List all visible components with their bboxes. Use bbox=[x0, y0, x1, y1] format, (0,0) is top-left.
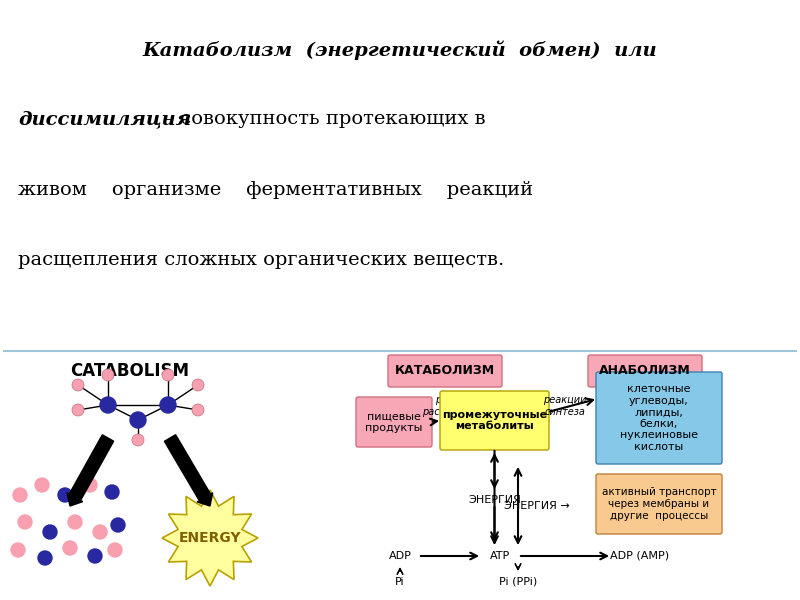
Text: живом    организме    ферментативных    реакций: живом организме ферментативных реакций bbox=[18, 181, 533, 199]
FancyArrow shape bbox=[164, 435, 213, 506]
Text: ЭНЕРГИЯ →: ЭНЕРГИЯ → bbox=[504, 501, 570, 511]
Circle shape bbox=[102, 369, 114, 381]
Circle shape bbox=[100, 397, 116, 413]
Circle shape bbox=[130, 412, 146, 428]
Text: расщепления сложных органических веществ.: расщепления сложных органических веществ… bbox=[18, 251, 504, 269]
Circle shape bbox=[68, 515, 82, 529]
Circle shape bbox=[93, 525, 107, 539]
Text: ADP (AMP): ADP (AMP) bbox=[610, 551, 670, 561]
Text: – совокупность протекающих в: – совокупность протекающих в bbox=[158, 110, 486, 128]
Text: Pi (PPi): Pi (PPi) bbox=[499, 577, 537, 587]
Text: Катаболизм  (энергетический  обмен)  или: Катаболизм (энергетический обмен) или bbox=[142, 40, 658, 59]
FancyBboxPatch shape bbox=[596, 474, 722, 534]
Polygon shape bbox=[162, 490, 258, 586]
FancyBboxPatch shape bbox=[356, 397, 432, 447]
Circle shape bbox=[38, 551, 52, 565]
Text: CATABOLISM: CATABOLISM bbox=[70, 362, 190, 380]
Circle shape bbox=[11, 543, 25, 557]
Circle shape bbox=[192, 379, 204, 391]
Text: ENERGY: ENERGY bbox=[178, 531, 242, 545]
Text: диссимиляция: диссимиляция bbox=[18, 110, 191, 128]
FancyArrow shape bbox=[67, 435, 114, 506]
Text: активный транспорт
через мембраны и
другие  процессы: активный транспорт через мембраны и друг… bbox=[602, 487, 716, 521]
Circle shape bbox=[192, 404, 204, 416]
Circle shape bbox=[72, 379, 84, 391]
Circle shape bbox=[58, 488, 72, 502]
Circle shape bbox=[111, 518, 125, 532]
Circle shape bbox=[43, 525, 57, 539]
Text: ЭНЕРГИЯ: ЭНЕРГИЯ bbox=[468, 495, 521, 505]
Text: АНАБОЛИЗМ: АНАБОЛИЗМ bbox=[599, 365, 691, 377]
Circle shape bbox=[132, 434, 144, 446]
Circle shape bbox=[83, 478, 97, 492]
Circle shape bbox=[35, 478, 49, 492]
Text: клеточные
углеводы,
липиды,
белки,
нуклеиновые
кислоты: клеточные углеводы, липиды, белки, нукле… bbox=[620, 384, 698, 452]
Text: пищевые
продукты: пищевые продукты bbox=[366, 411, 422, 433]
FancyBboxPatch shape bbox=[588, 355, 702, 387]
Text: ATP: ATP bbox=[490, 551, 510, 561]
Text: промежуточные
метаболиты: промежуточные метаболиты bbox=[442, 410, 547, 431]
Circle shape bbox=[18, 515, 32, 529]
Circle shape bbox=[162, 369, 174, 381]
Text: Pi: Pi bbox=[395, 577, 405, 587]
Circle shape bbox=[160, 397, 176, 413]
Circle shape bbox=[88, 549, 102, 563]
FancyBboxPatch shape bbox=[440, 391, 549, 450]
FancyBboxPatch shape bbox=[388, 355, 502, 387]
FancyBboxPatch shape bbox=[596, 372, 722, 464]
Circle shape bbox=[105, 485, 119, 499]
Text: реакции
расщепления: реакции расщепления bbox=[422, 395, 492, 416]
Circle shape bbox=[72, 404, 84, 416]
Text: ADP: ADP bbox=[389, 551, 411, 561]
Circle shape bbox=[108, 543, 122, 557]
Circle shape bbox=[63, 541, 77, 555]
Circle shape bbox=[13, 488, 27, 502]
Text: реакции
синтеза: реакции синтеза bbox=[543, 395, 586, 416]
Text: КАТАБОЛИЗМ: КАТАБОЛИЗМ bbox=[395, 365, 495, 377]
